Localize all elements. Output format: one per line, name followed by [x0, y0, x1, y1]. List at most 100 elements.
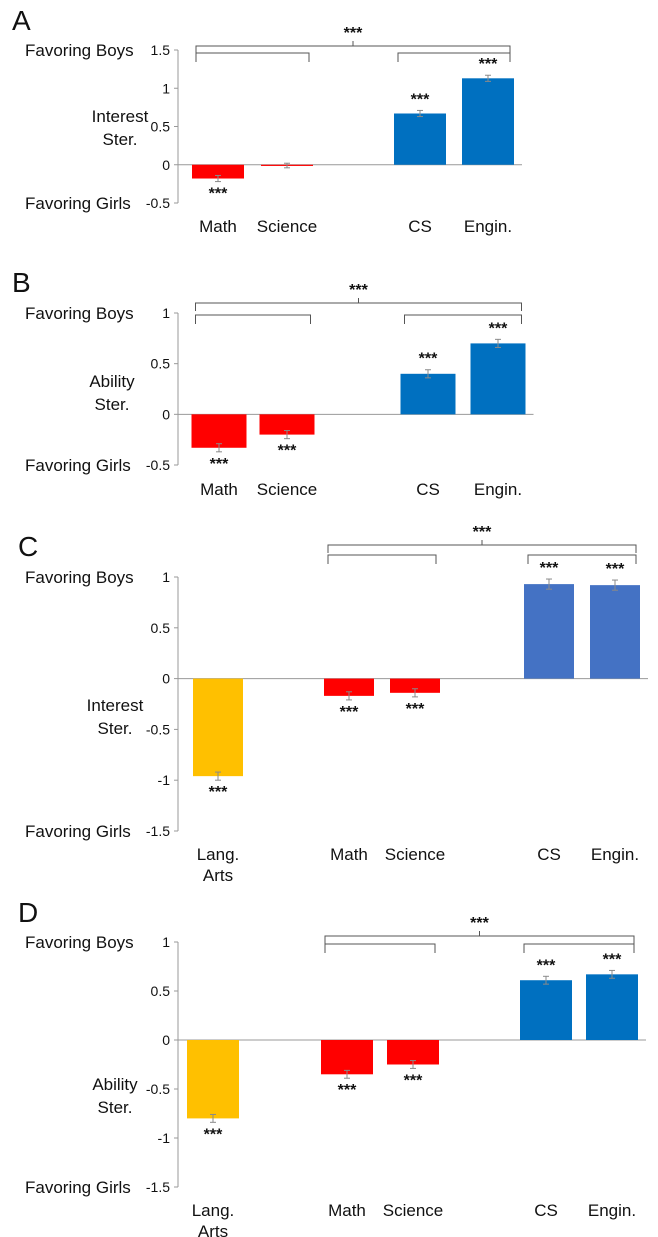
y-tick-label: -1 — [158, 772, 171, 788]
bar — [524, 584, 574, 679]
chart-panel-c: C Favoring Boys Favoring Girls Interest Ster… — [18, 524, 648, 885]
category-label-line: Engin. — [474, 480, 522, 499]
bar — [191, 414, 247, 448]
category-label: CS — [416, 480, 440, 499]
y-tick-label: -1.5 — [146, 1179, 170, 1195]
significance-bracket — [195, 302, 522, 311]
significance-label: *** — [606, 561, 625, 578]
y-tick-label: 0.5 — [151, 620, 171, 636]
category-label-line: Arts — [203, 866, 233, 885]
category-label-line: Science — [257, 480, 317, 499]
panel-label: D — [18, 897, 38, 928]
category-label: Science — [257, 480, 317, 499]
category-label-line: Lang. — [197, 845, 240, 864]
category-label-line: Science — [257, 217, 317, 236]
category-label-line: CS — [416, 480, 440, 499]
y-axis-label: Ster. — [98, 1098, 133, 1117]
y-tick-label: 1 — [162, 934, 170, 950]
significance-label: *** — [340, 704, 359, 721]
y-tick-label: 0.5 — [151, 356, 171, 372]
significance-bracket — [195, 314, 311, 324]
category-label: CS — [534, 1201, 558, 1220]
category-label-line: Lang. — [192, 1201, 235, 1220]
significance-bracket — [327, 544, 637, 553]
y-tick-label: 0 — [162, 406, 170, 422]
category-label: Math — [328, 1201, 366, 1220]
panel-label: B — [12, 267, 31, 298]
bar — [321, 1040, 373, 1075]
bar — [192, 164, 244, 179]
y-tick-label: 1 — [162, 569, 170, 585]
category-label: Science — [383, 1201, 443, 1220]
category-label-line: Math — [330, 845, 368, 864]
category-label: Science — [257, 217, 317, 236]
bar — [394, 113, 446, 165]
bracket-significance-label: *** — [349, 282, 368, 299]
significance-label: *** — [209, 784, 228, 801]
y-axis-label: Interest — [87, 696, 144, 715]
category-label-line: Arts — [198, 1222, 228, 1237]
category-label: CS — [537, 845, 561, 864]
panel-label: A — [12, 5, 31, 36]
significance-bracket — [195, 52, 310, 62]
y-axis-label: Interest — [92, 107, 149, 126]
favoring-girls-label: Favoring Girls — [25, 194, 131, 213]
significance-bracket — [523, 943, 635, 953]
y-tick-label: 1 — [162, 80, 170, 96]
bar — [470, 343, 526, 415]
significance-bracket — [324, 935, 635, 944]
chart-panel-a: A Favoring Boys Favoring Girls Interest Ster… — [12, 5, 522, 236]
y-axis-label: Ability — [92, 1075, 138, 1094]
category-label-line: CS — [408, 217, 432, 236]
favoring-boys-label: Favoring Boys — [25, 568, 134, 587]
significance-label: *** — [419, 351, 438, 368]
y-axis-label: Ster. — [103, 130, 138, 149]
y-tick-label: -1.5 — [146, 823, 170, 839]
significance-label: *** — [209, 186, 228, 203]
bar — [586, 974, 638, 1040]
category-label-line: Science — [383, 1201, 443, 1220]
bracket-significance-label: *** — [473, 524, 492, 541]
category-label: Engin. — [591, 845, 639, 864]
significance-label: *** — [479, 56, 498, 73]
y-tick-label: 0 — [162, 671, 170, 687]
y-tick-label: -0.5 — [146, 721, 170, 737]
significance-label: *** — [338, 1082, 357, 1099]
chart-panel-d: D Favoring Boys Favoring Girls Ability Ster.… — [18, 897, 646, 1237]
significance-label: *** — [489, 320, 508, 337]
y-axis-label: Ability — [89, 372, 135, 391]
category-label: Math — [200, 480, 238, 499]
bar — [520, 980, 572, 1040]
y-tick-label: -0.5 — [146, 1081, 170, 1097]
favoring-girls-label: Favoring Girls — [25, 456, 131, 475]
category-label-line: Engin. — [591, 845, 639, 864]
bar — [400, 373, 456, 415]
significance-label: *** — [537, 957, 556, 974]
category-label: Lang. Arts — [192, 1201, 235, 1237]
significance-label: *** — [540, 560, 559, 577]
category-label: Engin. — [464, 217, 512, 236]
category-label: Science — [385, 845, 445, 864]
favoring-girls-label: Favoring Girls — [25, 1178, 131, 1197]
significance-label: *** — [406, 701, 425, 718]
significance-label: *** — [411, 91, 430, 108]
favoring-boys-label: Favoring Boys — [25, 933, 134, 952]
y-tick-label: 1 — [162, 305, 170, 321]
y-tick-label: -0.5 — [146, 457, 170, 473]
y-axis-label: Ster. — [95, 395, 130, 414]
favoring-boys-label: Favoring Boys — [25, 41, 134, 60]
significance-bracket — [327, 554, 437, 564]
bar — [324, 678, 374, 696]
bar — [590, 585, 640, 679]
category-label: CS — [408, 217, 432, 236]
significance-label: *** — [278, 443, 297, 460]
favoring-boys-label: Favoring Boys — [25, 304, 134, 323]
chart-panel-b: B Favoring Boys Favoring Girls Ability Ster.… — [12, 267, 534, 499]
y-tick-label: 1.5 — [151, 42, 171, 58]
category-label-line: Math — [199, 217, 237, 236]
favoring-girls-label: Favoring Girls — [25, 822, 131, 841]
significance-bracket — [527, 554, 637, 564]
category-label: Engin. — [474, 480, 522, 499]
panel-label: C — [18, 531, 38, 562]
significance-label: *** — [204, 1126, 223, 1143]
